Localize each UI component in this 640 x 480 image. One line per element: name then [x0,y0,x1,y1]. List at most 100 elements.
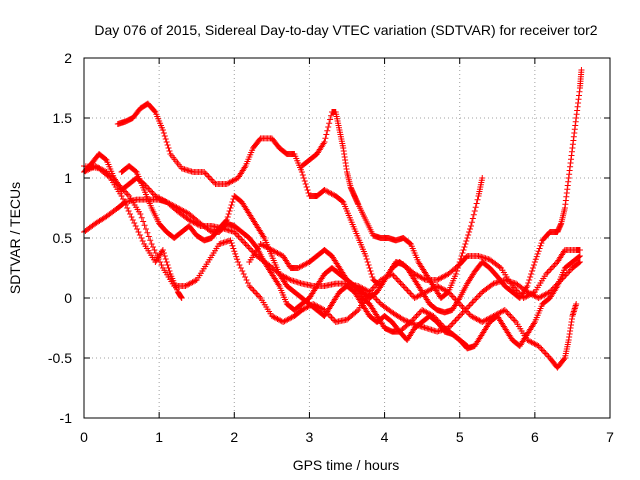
data-point [324,127,331,134]
grid [84,58,610,418]
data-point [544,352,551,358]
data-point [304,187,311,193]
data-point [234,232,241,238]
data-point [472,204,479,211]
y-tick-label: 1.5 [53,110,73,126]
data-point [475,293,482,300]
data-point [469,299,476,306]
data-point [467,226,474,232]
data-point [530,289,537,296]
data-point [149,190,156,196]
data-point [227,237,234,244]
data-point [353,308,360,315]
data-point [321,139,328,145]
data-point [364,259,371,265]
data-point [459,310,466,316]
data-point [573,301,580,307]
data-point [578,67,585,73]
data-point [576,253,583,260]
data-point [204,172,211,178]
data-point [458,253,465,259]
data-point [286,276,293,283]
data-point [455,314,462,321]
data-point [459,250,466,256]
data-point [368,271,375,277]
data-point [401,284,408,291]
data-point [563,271,570,277]
data-point [329,316,336,322]
data-point [506,311,513,318]
data-point [236,235,243,241]
data-point [234,256,241,263]
data-point [228,240,235,247]
data-point [124,191,131,198]
x-tick-label: 5 [456,429,464,445]
data-point [373,296,380,303]
data-point [463,308,470,315]
data-point [223,217,230,223]
data-point [139,238,146,244]
series-track-7 [298,109,486,301]
data-point [397,280,404,286]
x-axis-label: GPS time / hours [293,457,400,473]
data-point [535,248,542,255]
data-point [224,214,231,220]
series-track-6 [246,67,585,316]
data-point [163,259,170,265]
data-point [472,296,479,303]
data-point [496,263,503,270]
data-point [465,232,472,238]
x-tick-label: 0 [80,429,88,445]
x-tick-labels: 0 1 2 3 4 5 6 7 [80,429,614,445]
data-point [470,211,477,218]
data-point [526,277,533,283]
data-point [253,290,260,297]
data-point [138,214,145,221]
data-point [178,295,185,301]
data-point [503,308,510,315]
data-point [465,310,472,316]
data-point [328,112,335,119]
plot-frame [83,57,611,419]
data-point [248,247,255,253]
data-point [576,259,583,266]
data-point [550,263,557,270]
data-point [247,284,254,291]
data-point [510,316,517,322]
data-point [533,253,540,260]
data-point [242,274,249,280]
data-point [328,314,335,321]
x-tick-label: 6 [531,429,539,445]
y-tick-label: 0.5 [53,230,73,246]
data-point [165,265,172,271]
data-point [235,259,242,265]
data-point [143,184,150,190]
data-point [242,241,249,247]
x-tick-label: 4 [381,429,389,445]
data-point [576,259,583,265]
data-point [367,268,374,274]
data-point [225,211,232,217]
data-point [458,302,465,309]
data-point [322,135,329,142]
data-point [538,240,545,247]
data-point [414,311,421,318]
data-point [138,235,145,241]
data-point [205,173,212,180]
data-point [135,229,142,235]
y-tick-label: -1 [60,410,73,426]
data-point [449,293,456,300]
data-point [164,262,171,268]
data-point [239,238,246,244]
data-point [451,295,458,301]
data-point [229,242,236,249]
data-point [412,314,419,321]
data-point [566,268,573,274]
data-point [365,262,372,268]
data-point [145,185,152,192]
data-point [232,250,239,257]
data-point [479,175,486,181]
data-point [303,184,310,190]
y-tick-labels: -1 -0.5 0 0.5 1 1.5 2 [48,50,72,426]
data-point [142,226,149,232]
